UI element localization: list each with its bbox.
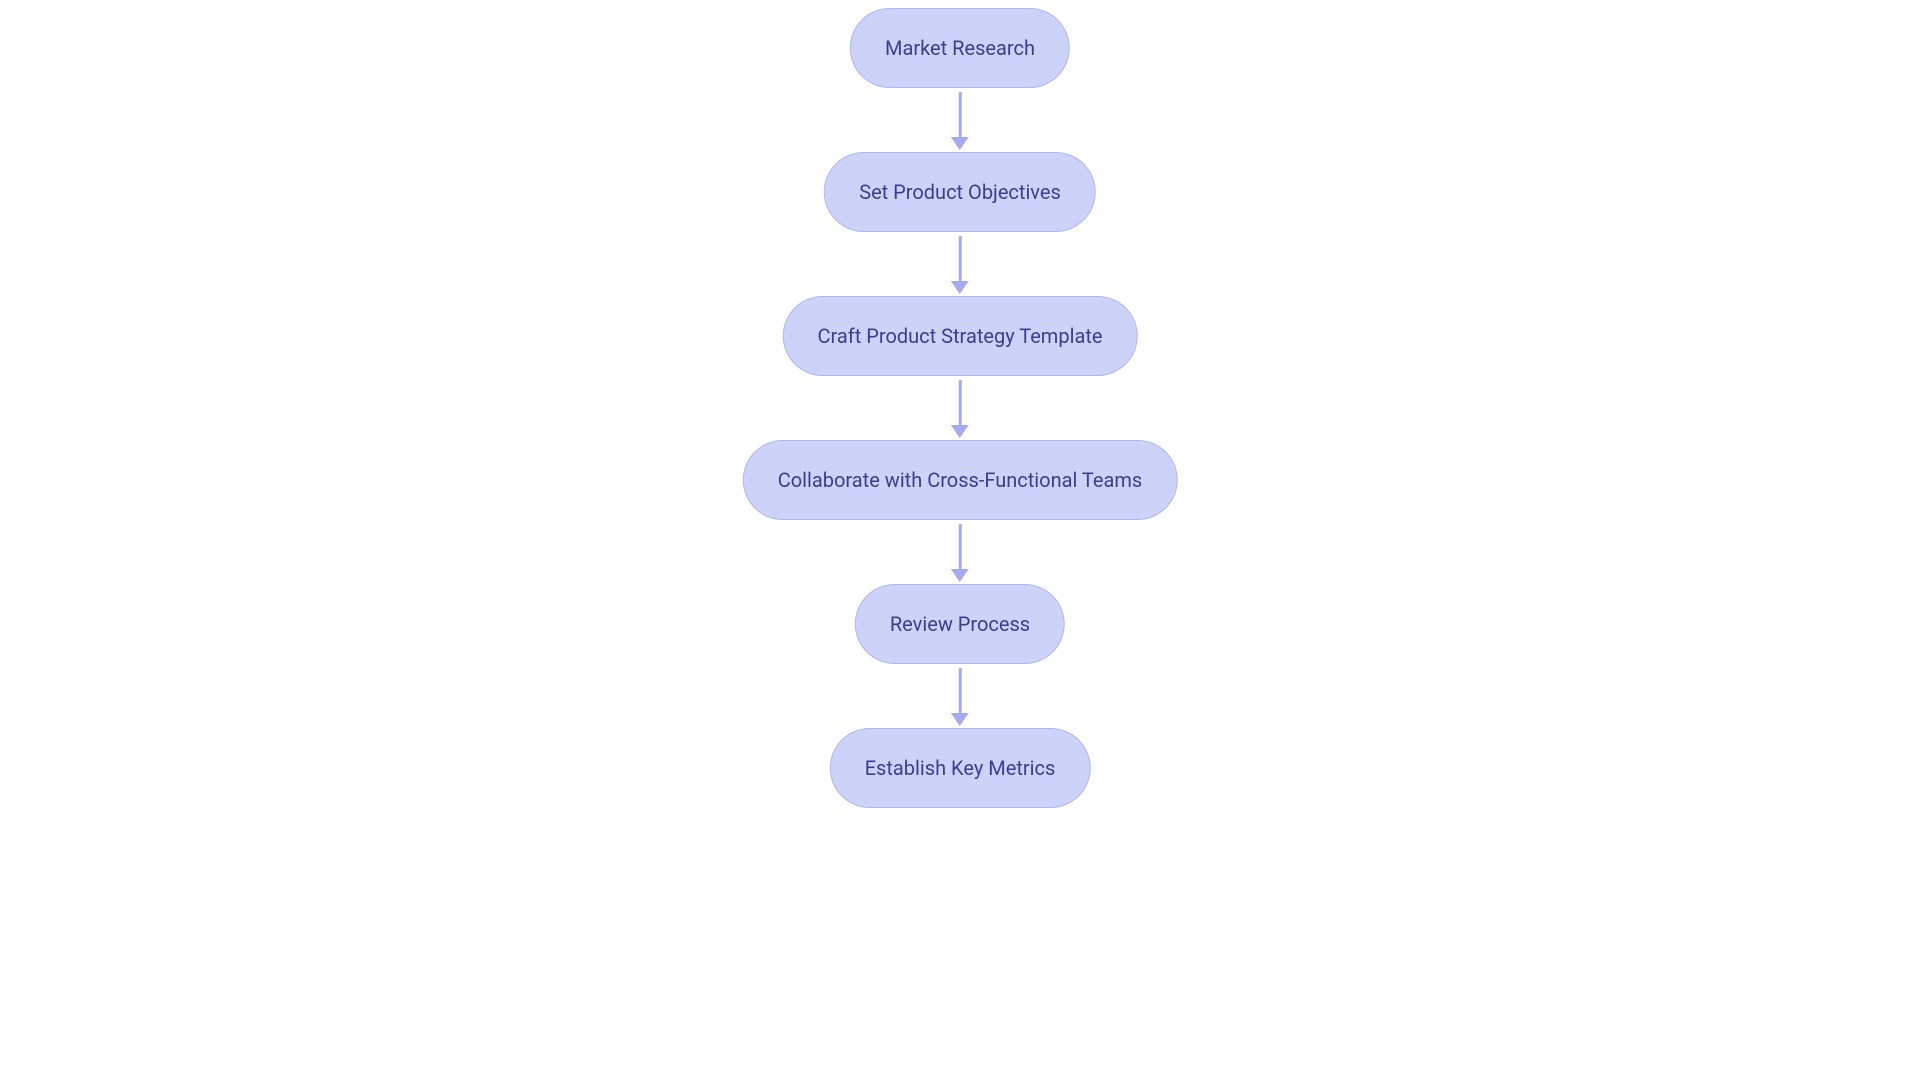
flow-node-label: Set Product Objectives (859, 180, 1061, 204)
flow-node-label: Craft Product Strategy Template (818, 324, 1103, 348)
flow-arrow (959, 664, 962, 728)
flow-node: Review Process (855, 584, 1065, 664)
flow-arrow (959, 520, 962, 584)
flow-node-label: Collaborate with Cross-Functional Teams (778, 468, 1143, 492)
flow-node: Craft Product Strategy Template (783, 296, 1138, 376)
flow-node: Collaborate with Cross-Functional Teams (743, 440, 1178, 520)
flow-arrow (959, 232, 962, 296)
flow-node: Set Product Objectives (824, 152, 1096, 232)
flow-node-label: Market Research (885, 36, 1035, 60)
flow-arrow (959, 88, 962, 152)
flow-node: Market Research (850, 8, 1070, 88)
flow-node-label: Establish Key Metrics (865, 756, 1056, 780)
flow-node-label: Review Process (890, 612, 1030, 636)
flow-arrow (959, 376, 962, 440)
flow-node: Establish Key Metrics (830, 728, 1091, 808)
flowchart-container: Market Research Set Product Objectives C… (743, 8, 1178, 808)
